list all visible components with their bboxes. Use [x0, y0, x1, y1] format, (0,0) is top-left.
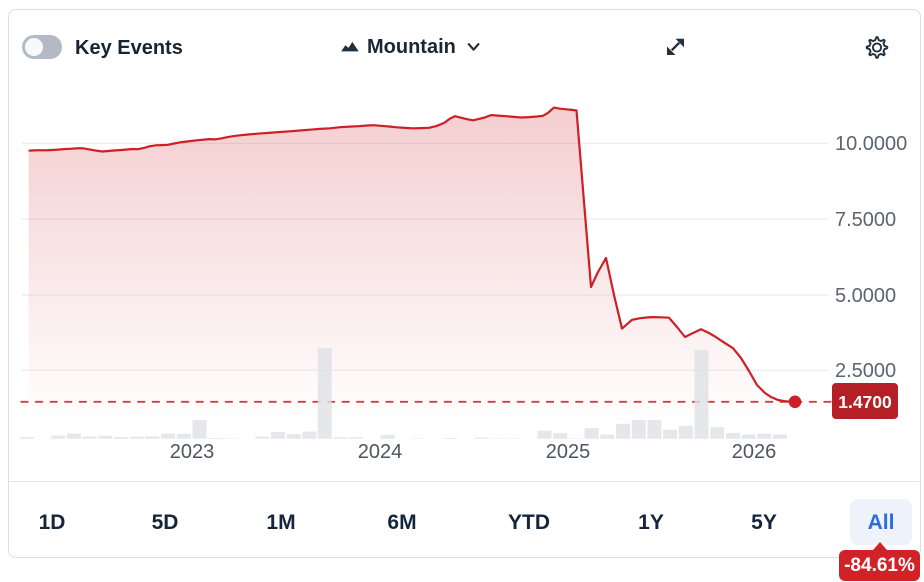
svg-text:1.4700: 1.4700	[838, 392, 892, 412]
